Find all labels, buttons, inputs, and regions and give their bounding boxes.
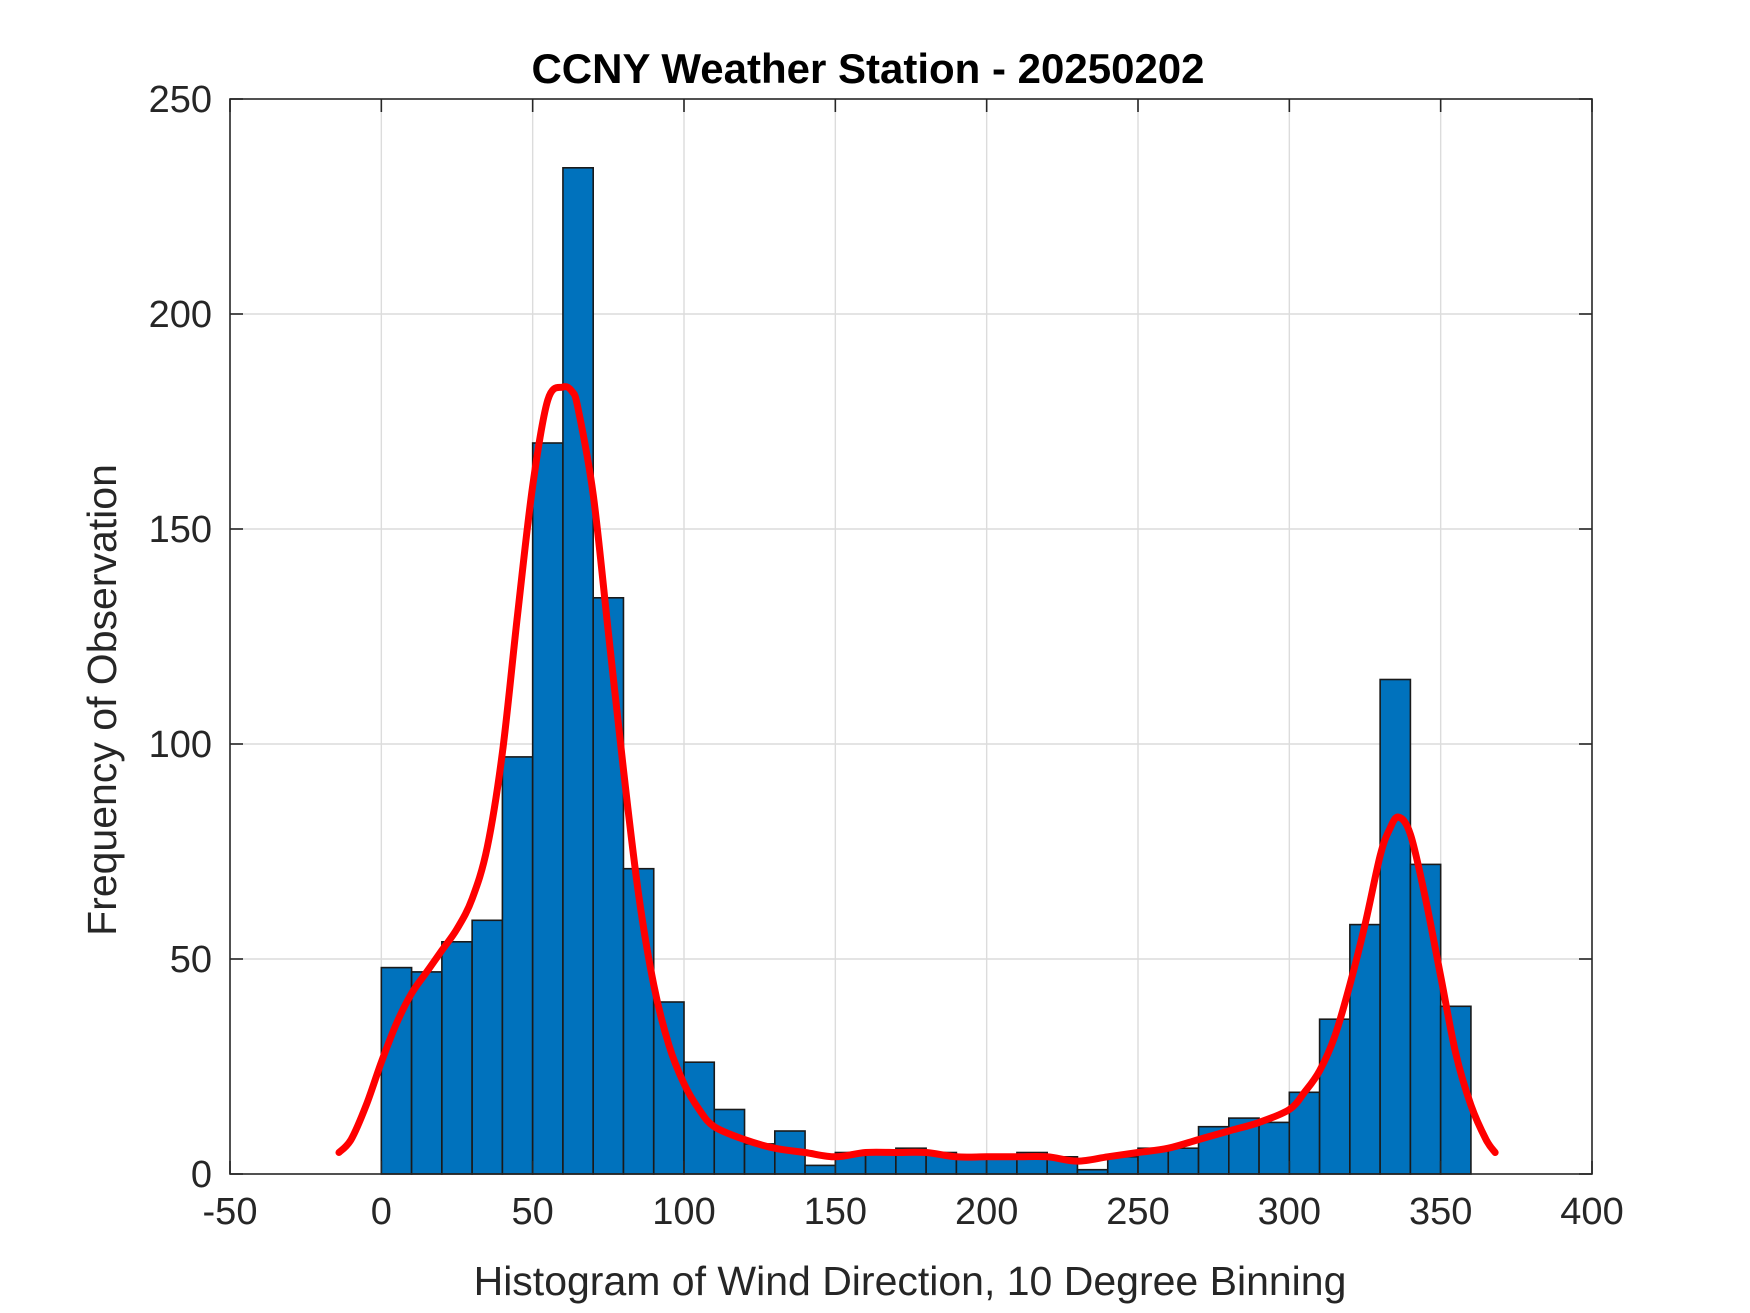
x-tick-label: 250	[1106, 1191, 1169, 1233]
x-tick-label: 50	[512, 1191, 554, 1233]
histogram-bar	[592, 596, 625, 1175]
density-fit-line	[335, 383, 1499, 1165]
histogram-bar	[531, 442, 564, 1175]
histogram-bar	[471, 919, 504, 1175]
x-tick-label: 400	[1560, 1191, 1623, 1233]
histogram-bar	[410, 971, 443, 1175]
x-tick-label: 100	[652, 1191, 715, 1233]
histogram-bar	[1379, 678, 1412, 1175]
tick-marks	[229, 98, 1593, 1175]
y-tick-label: 250	[149, 79, 212, 121]
histogram-bar	[1167, 1147, 1200, 1175]
histogram-bar	[804, 1164, 837, 1175]
x-tick-label: 0	[371, 1191, 392, 1233]
grid	[230, 99, 1592, 1174]
fit-curve-group	[335, 383, 1499, 1165]
x-tick-label: 150	[804, 1191, 867, 1233]
x-tick-label: 200	[955, 1191, 1018, 1233]
histogram-bars	[380, 167, 1472, 1175]
y-tick-labels: 0 50 100 150 200 250	[149, 79, 212, 1196]
y-tick-label: 0	[191, 1154, 212, 1196]
y-tick-label: 50	[170, 939, 212, 981]
histogram-bar	[713, 1108, 746, 1175]
histogram-bar	[501, 756, 534, 1175]
axes-box	[229, 98, 1593, 1175]
histogram-bar	[562, 167, 595, 1175]
x-tick-label: -50	[203, 1191, 258, 1233]
x-tick-label: 300	[1258, 1191, 1321, 1233]
histogram-bar	[1258, 1121, 1291, 1175]
chart-title: CCNY Weather Station - 20250202	[531, 45, 1204, 92]
x-tick-label: 350	[1409, 1191, 1472, 1233]
y-axis-label: Frequency of Observation	[79, 464, 125, 936]
histogram-bar	[441, 940, 473, 1175]
x-axis-label: Histogram of Wind Direction, 10 Degree B…	[474, 1258, 1347, 1304]
y-tick-label: 150	[149, 509, 212, 551]
x-tick-labels: -50 0 50 100 150 200 250 300 350 400	[203, 1191, 1624, 1233]
y-tick-label: 200	[149, 294, 212, 336]
histogram-bar	[652, 1001, 685, 1175]
y-tick-label: 100	[149, 724, 212, 766]
